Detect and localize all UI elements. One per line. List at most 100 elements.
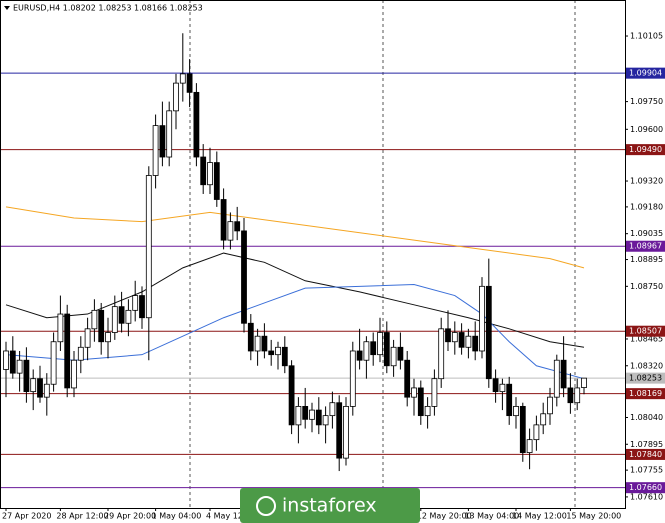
y-tick-label: 1.07755 xyxy=(630,466,663,475)
candle-body xyxy=(207,162,213,186)
candle-body xyxy=(424,405,431,417)
candle-body xyxy=(547,396,553,415)
x-tick-label: 4 May 12:00 xyxy=(206,512,256,521)
level-label-box xyxy=(626,325,665,337)
candle-body xyxy=(458,332,465,348)
candle-body xyxy=(71,359,77,389)
candle-body xyxy=(193,91,200,158)
candle-body xyxy=(479,285,485,352)
candle-body xyxy=(213,162,220,200)
level-label-box xyxy=(626,482,665,494)
candle-body xyxy=(200,156,207,186)
candle-body xyxy=(343,405,349,459)
candle-body xyxy=(553,359,560,398)
candle-body xyxy=(363,341,370,361)
candle-body xyxy=(16,359,23,374)
level-label: 1.09904 xyxy=(629,69,662,78)
candle-body xyxy=(404,359,411,398)
y-tick-label: 1.09035 xyxy=(630,229,663,238)
plot xyxy=(0,33,625,489)
x-tick-label: 1 May 04:00 xyxy=(152,512,202,521)
candle-body xyxy=(309,409,315,420)
level-label-box xyxy=(626,240,665,252)
y-tick-label: 1.07895 xyxy=(630,440,663,449)
candle-body xyxy=(152,125,159,176)
candle-body xyxy=(139,295,145,319)
candle-body xyxy=(254,335,261,352)
candle-body xyxy=(30,378,37,393)
y-tick-label: 1.09600 xyxy=(630,125,663,134)
candle-body xyxy=(227,221,234,241)
moving-average xyxy=(5,206,585,269)
y-tick-label: 1.10105 xyxy=(630,32,663,41)
x-tick-label: 29 Apr 20:00 xyxy=(104,512,156,521)
candle-body xyxy=(50,341,57,385)
candle-body xyxy=(526,439,533,453)
level-label: 1.09490 xyxy=(629,145,662,154)
y-tick-label: 1.09180 xyxy=(630,202,663,211)
x-tick-label: 12 May 20:00 xyxy=(417,512,472,521)
candle-body xyxy=(390,346,397,367)
y-tick-label: 1.08320 xyxy=(630,361,663,370)
candle-body xyxy=(9,350,16,374)
candle-body xyxy=(37,378,43,398)
candle-body xyxy=(64,313,71,389)
candle-body xyxy=(574,387,581,404)
candle-body xyxy=(356,350,363,361)
candle-body xyxy=(411,387,417,398)
y-tick-label: 1.08465 xyxy=(630,334,663,343)
candle-body xyxy=(472,335,479,352)
candle-body xyxy=(295,405,302,426)
y-tick-label: 1.08040 xyxy=(630,413,663,422)
candle-body xyxy=(105,332,111,343)
candle-body xyxy=(465,335,472,348)
candle-body xyxy=(533,424,540,441)
level-label-box xyxy=(626,448,665,460)
candle-body xyxy=(329,402,336,417)
symbol-arrow xyxy=(4,6,10,10)
candle-body xyxy=(159,125,166,158)
candle-body xyxy=(397,346,404,361)
candle-body xyxy=(91,309,98,330)
candle-body xyxy=(98,309,105,343)
x-tick-label: 27 Apr 2020 xyxy=(2,512,51,521)
candle-body xyxy=(241,230,247,324)
level-label-box xyxy=(626,372,665,384)
level-label-box xyxy=(626,144,665,156)
candle-body xyxy=(57,313,64,343)
candle-body xyxy=(173,82,179,112)
candle-body xyxy=(268,350,275,356)
level-label: 1.08253 xyxy=(629,374,662,383)
x-tick-label: 14 May 12:00 xyxy=(512,512,567,521)
candle-body xyxy=(383,332,390,367)
candle-body xyxy=(23,359,30,393)
level-label: 1.07840 xyxy=(629,450,662,459)
candle-body xyxy=(275,346,281,356)
logo-box xyxy=(240,488,420,523)
candle-body xyxy=(499,383,506,393)
y-tick-label: 1.09750 xyxy=(630,97,663,106)
x-tick-label: 15 May 20:00 xyxy=(566,512,621,521)
candle-body xyxy=(519,405,526,453)
candle-body xyxy=(43,383,50,398)
candle-body xyxy=(485,285,492,380)
level-label: 1.07660 xyxy=(629,483,662,492)
y-tick-label: 1.09320 xyxy=(630,177,663,186)
candle-body xyxy=(84,328,91,348)
candle-body xyxy=(288,365,295,426)
candle-body xyxy=(145,175,152,319)
candle-body xyxy=(431,378,438,407)
candle-body xyxy=(118,306,125,324)
candle-body xyxy=(492,378,499,393)
candle-body xyxy=(302,405,309,420)
candle-body xyxy=(261,335,268,352)
candle-body xyxy=(506,383,513,417)
x-tick-label: 13 May 04:00 xyxy=(464,512,519,521)
y-tick-label: 1.08750 xyxy=(630,282,663,291)
level-label-box xyxy=(626,67,665,79)
candle-body xyxy=(513,405,519,417)
candle-body xyxy=(186,73,193,93)
candle-body xyxy=(349,350,356,407)
